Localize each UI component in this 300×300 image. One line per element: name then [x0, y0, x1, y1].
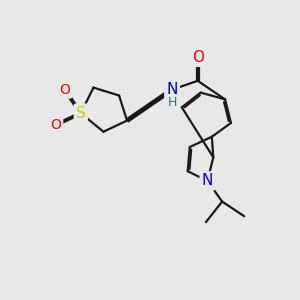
Text: H: H	[168, 96, 177, 110]
Text: O: O	[50, 118, 61, 132]
Text: N: N	[202, 173, 213, 188]
Text: S: S	[76, 106, 86, 121]
Text: O: O	[192, 50, 204, 65]
Text: O: O	[59, 82, 70, 97]
Text: N: N	[167, 82, 178, 97]
